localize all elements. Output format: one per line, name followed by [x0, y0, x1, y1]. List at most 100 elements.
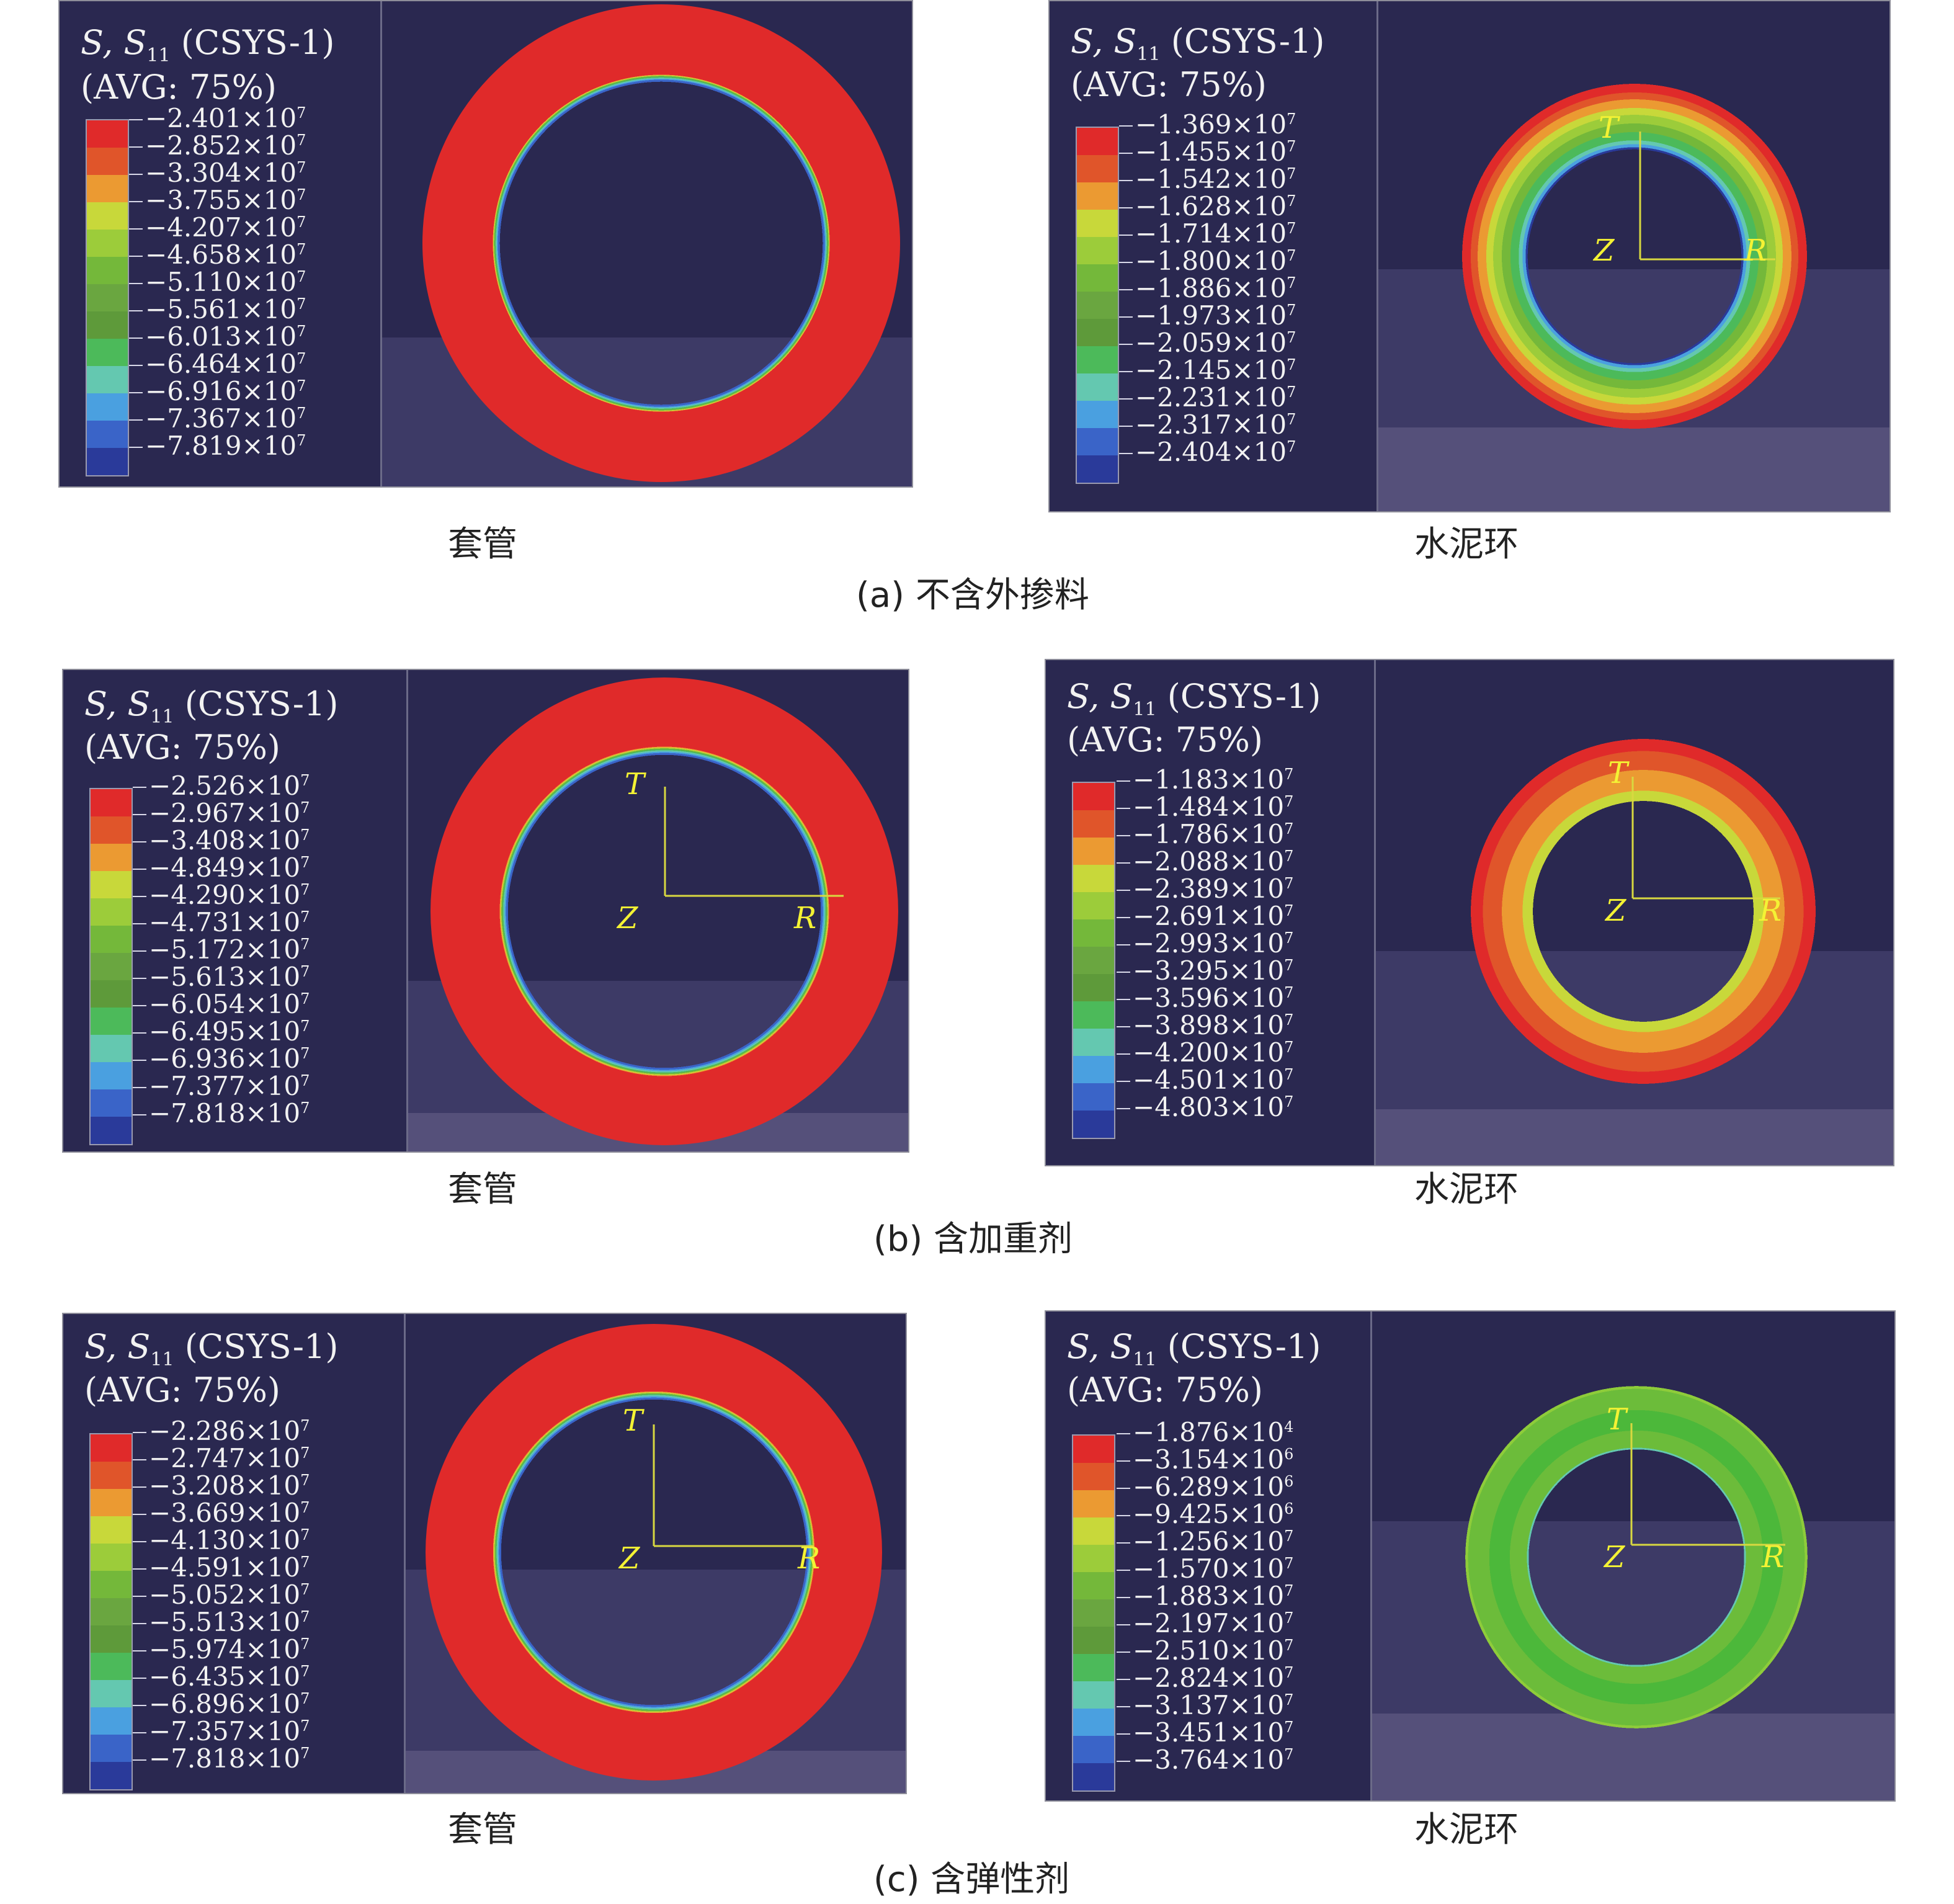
legend-tick — [129, 337, 143, 339]
legend-tick — [1119, 180, 1133, 181]
coordinate-axes — [1630, 1423, 1785, 1546]
coordinate-axes — [1631, 777, 1780, 900]
legend-tick — [129, 119, 143, 120]
colorbar-cell — [1073, 1463, 1114, 1490]
axis-label-t: T — [625, 767, 645, 802]
legend-label: −1.786×107 — [1133, 819, 1294, 849]
colorbar-cell — [87, 421, 128, 448]
legend-title: S, S11 (CSYS-1) — [81, 23, 335, 66]
legend-label: −4.290×107 — [149, 880, 310, 910]
panel-c-casing: S, S11 (CSYS-1) (AVG: 75%) −2.286×107 −2.… — [62, 1313, 907, 1794]
legend-tick — [133, 1732, 146, 1733]
colorbar-cell — [91, 1516, 132, 1544]
legend-label: −2.967×107 — [149, 798, 310, 828]
legend-label: −2.317×107 — [1135, 409, 1296, 440]
legend-label: −2.231×107 — [1135, 382, 1296, 413]
panel-b-casing: S, S11 (CSYS-1) (AVG: 75%) −2.526×107 −2.… — [62, 669, 909, 1153]
legend-tick — [129, 365, 143, 366]
legend-tick — [129, 283, 143, 284]
colorbar-cell — [87, 339, 128, 366]
colorbar-cell — [1077, 292, 1118, 319]
legend-tick — [1119, 207, 1133, 208]
colorbar-cell — [1073, 1490, 1114, 1517]
axis-label-z: Z — [1594, 233, 1615, 268]
legend-tick — [1119, 426, 1133, 427]
legend-label: −4.200×107 — [1133, 1037, 1294, 1068]
legend: S, S11 (CSYS-1) (AVG: 75%) −1.369×107 −1.… — [1050, 1, 1378, 511]
legend-label: −1.369×107 — [1135, 109, 1296, 140]
legend-tick — [1119, 398, 1133, 400]
colorbar-cell — [1077, 210, 1118, 237]
legend-label: −2.747×107 — [149, 1443, 310, 1473]
legend-label: −6.054×107 — [149, 989, 310, 1019]
legend-tick — [133, 841, 146, 842]
cement-ring — [1394, 1315, 1878, 1799]
legend-label: −4.130×107 — [149, 1525, 310, 1555]
caption-b-cement: 水泥环 — [1414, 1169, 1519, 1210]
colorbar-cell — [1073, 1572, 1114, 1599]
colorbar-cell — [91, 1434, 132, 1462]
colorbar-cell — [91, 898, 132, 926]
colorbar — [86, 119, 129, 476]
colorbar-cell — [91, 871, 132, 898]
colorbar-cell — [87, 366, 128, 393]
colorbar-cell — [91, 1707, 132, 1735]
legend-tick — [1117, 1108, 1130, 1109]
legend-label: −1.883×107 — [1133, 1581, 1294, 1611]
legend-title: S, S11 (CSYS-1) — [84, 684, 339, 728]
colorbar-cell — [1073, 865, 1114, 892]
colorbar-cell — [91, 1762, 132, 1789]
legend-label: −7.377×107 — [149, 1071, 310, 1101]
legend-label: −2.088×107 — [1133, 846, 1294, 877]
legend-tick — [1117, 972, 1130, 973]
colorbar-cell — [91, 1625, 132, 1653]
legend-label: −2.389×107 — [1133, 874, 1294, 904]
colorbar-cell — [87, 230, 128, 257]
legend-tick — [129, 419, 143, 421]
coordinate-axes — [1639, 132, 1775, 261]
legend-avg: (AVG: 75%) — [84, 728, 280, 767]
legend-label: −7.357×107 — [149, 1716, 310, 1746]
caption-b-casing: 套管 — [448, 1169, 517, 1210]
legend-title: S, S11 (CSYS-1) — [1071, 22, 1325, 65]
legend-tick — [1117, 808, 1130, 809]
legend: S, S11 (CSYS-1) (AVG: 75%) −2.526×107 −2.… — [63, 670, 408, 1151]
legend-tick — [1117, 999, 1130, 1000]
legend-label: −1.973×107 — [1135, 300, 1296, 331]
colorbar-cell — [91, 1035, 132, 1062]
legend-label: −2.286×107 — [149, 1416, 310, 1446]
axis-label-t: T — [1607, 1402, 1627, 1437]
legend-tick — [1117, 917, 1130, 918]
colorbar-cell — [1073, 1763, 1114, 1790]
legend-tick — [133, 1623, 146, 1624]
legend-label: −6.289×106 — [1133, 1472, 1294, 1502]
legend-tick — [133, 923, 146, 924]
legend-tick — [133, 787, 146, 788]
legend-tick — [1117, 1733, 1130, 1735]
colorbar-cell — [91, 1653, 132, 1680]
legend-label: −2.691×107 — [1133, 901, 1294, 931]
colorbar-cell — [91, 1489, 132, 1516]
colorbar-cell — [1077, 128, 1118, 155]
legend-label: −5.613×107 — [149, 962, 310, 992]
legend-tick — [133, 1459, 146, 1460]
coordinate-axes — [664, 787, 844, 897]
colorbar — [1072, 1434, 1115, 1792]
legend-avg: (AVG: 75%) — [81, 68, 277, 107]
legend-tick — [1117, 1026, 1130, 1027]
colorbar-cell — [91, 1680, 132, 1707]
legend-tick — [133, 1650, 146, 1651]
legend-tick — [1117, 1488, 1130, 1489]
legend-tick — [1119, 453, 1133, 454]
legend-tick — [133, 814, 146, 815]
legend-tick — [1117, 1761, 1130, 1762]
colorbar-cell — [87, 120, 128, 148]
colorbar-cell — [87, 448, 128, 475]
legend-label: −5.974×107 — [149, 1634, 310, 1665]
legend-label: −4.849×107 — [149, 852, 310, 883]
colorbar-cell — [1073, 1736, 1114, 1763]
legend-tick — [1119, 262, 1133, 263]
legend-label: −3.755×107 — [145, 185, 306, 215]
legend-tick — [133, 1759, 146, 1761]
colorbar-cell — [87, 393, 128, 421]
